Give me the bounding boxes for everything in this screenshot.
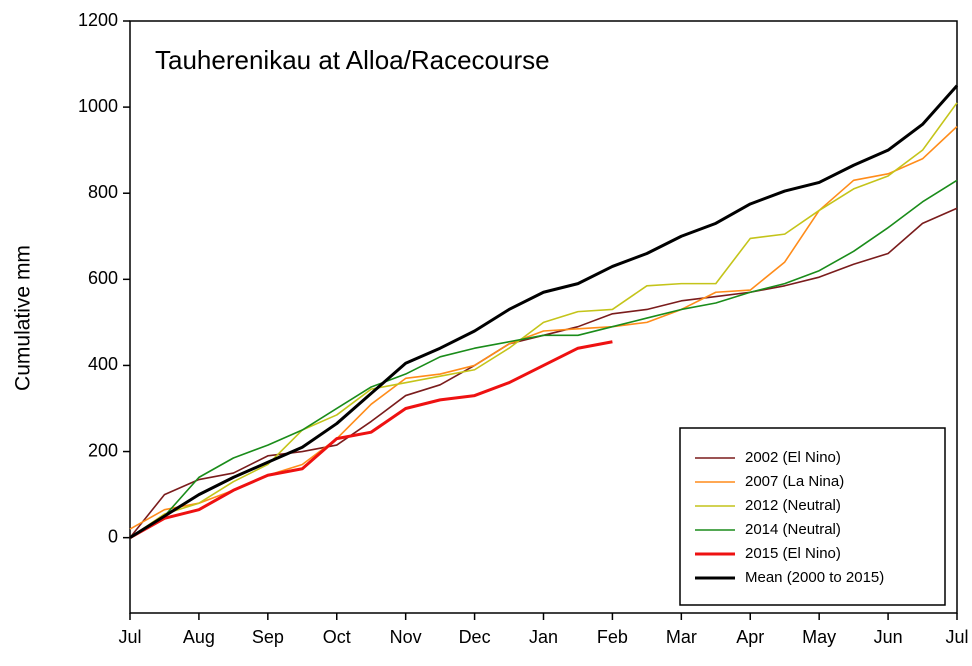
- x-tick-label: Jul: [945, 627, 968, 647]
- x-tick-label: Oct: [323, 627, 351, 647]
- legend-label: Mean (2000 to 2015): [745, 569, 884, 586]
- x-tick-label: Dec: [459, 627, 491, 647]
- legend-label: 2014 (Neutral): [745, 521, 841, 538]
- series-line: [129, 102, 958, 539]
- y-tick-label: 600: [88, 268, 118, 288]
- x-tick-label: Sep: [252, 627, 284, 647]
- series-line: [129, 340, 613, 539]
- x-tick-label: Jun: [874, 627, 903, 647]
- x-tick-label: Apr: [736, 627, 764, 647]
- x-tick-label: Nov: [390, 627, 422, 647]
- series-line: [129, 179, 958, 539]
- x-tick-label: Feb: [597, 627, 628, 647]
- x-tick-label: Aug: [183, 627, 215, 647]
- x-tick-label: Mar: [666, 627, 697, 647]
- y-axis-label: Cumulative mm: [12, 245, 35, 391]
- legend-label: 2012 (Neutral): [745, 497, 841, 514]
- y-tick-label: 200: [88, 440, 118, 460]
- legend-label: 2015 (El Nino): [745, 545, 841, 562]
- y-tick-label: 1200: [78, 10, 118, 30]
- y-tick-label: 1000: [78, 96, 118, 116]
- chart-title: Tauherenikau at Alloa/Racecourse: [155, 45, 550, 75]
- x-tick-label: Jan: [529, 627, 558, 647]
- x-tick-label: May: [802, 627, 836, 647]
- legend-label: 2007 (La Nina): [745, 473, 844, 490]
- y-tick-label: 0: [108, 526, 118, 546]
- series-line: [129, 84, 959, 539]
- y-tick-label: 400: [88, 354, 118, 374]
- y-tick-label: 800: [88, 182, 118, 202]
- x-tick-label: Jul: [118, 627, 141, 647]
- legend-label: 2002 (El Nino): [745, 449, 841, 466]
